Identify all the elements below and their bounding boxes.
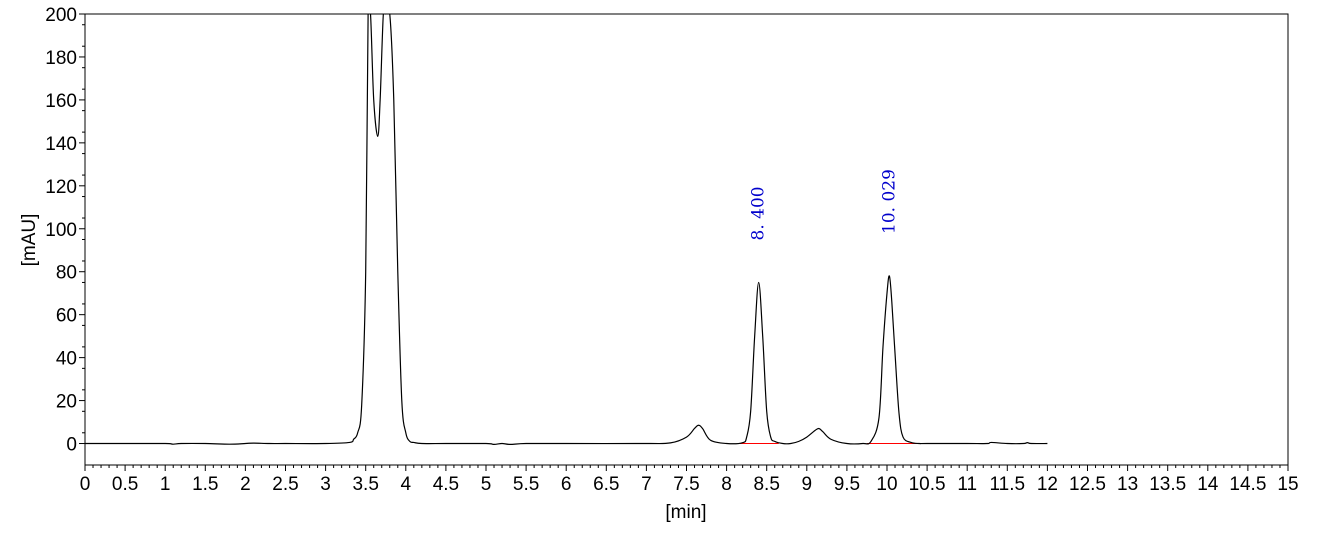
x-axis-title: [min]: [665, 502, 706, 523]
x-tick-label: 3: [320, 474, 331, 495]
y-axis-ticks: 0 20 40 60 80 100 120 140 160 180 200: [45, 5, 85, 456]
x-tick-label: 6.5: [593, 474, 619, 495]
x-tick-label: 5: [481, 474, 492, 495]
x-tick-label: 9: [802, 474, 813, 495]
x-tick-label: 10.5: [909, 474, 946, 495]
x-tick-label: 10: [876, 474, 897, 495]
y-tick-label: 180: [45, 48, 77, 69]
x-tick-label: 11: [957, 474, 977, 495]
y-tick-label: 60: [56, 306, 77, 327]
chromatogram-trace: [85, 14, 1048, 445]
x-tick-label: 8: [721, 474, 732, 495]
y-tick-label: 20: [56, 392, 77, 413]
y-tick-label: 100: [45, 220, 77, 241]
x-tick-label: 14: [1197, 474, 1219, 495]
x-tick-label: 12: [1037, 474, 1058, 495]
y-tick-label: 80: [56, 263, 77, 284]
x-tick-label: 5.5: [513, 474, 539, 495]
x-tick-label: 15: [1277, 474, 1298, 495]
y-axis-title: [mAU]: [19, 214, 40, 267]
minor-ticks: [82, 24, 1281, 468]
y-tick-label: 140: [45, 134, 77, 155]
x-tick-label: 1: [160, 474, 171, 495]
x-tick-label: 4.5: [433, 474, 459, 495]
x-tick-label: 7.5: [673, 474, 699, 495]
peak-label: 10. 029: [879, 169, 899, 234]
x-tick-label: 4: [401, 474, 412, 495]
x-tick-label: 12.5: [1069, 474, 1106, 495]
x-tick-label: 6: [561, 474, 572, 495]
x-tick-label: 0: [80, 474, 91, 495]
x-tick-label: 11.5: [990, 474, 1026, 495]
x-tick-label: 13: [1117, 474, 1138, 495]
y-tick-label: 0: [66, 435, 77, 456]
x-tick-label: 2: [240, 474, 251, 495]
y-tick-label: 120: [45, 177, 77, 198]
x-tick-label: 14.5: [1229, 474, 1266, 495]
plot-area: [84, 13, 1289, 466]
peak-annotations: 8. 400 10. 029: [749, 169, 900, 240]
y-tick-label: 40: [56, 349, 77, 370]
x-tick-label: 1.5: [192, 474, 218, 495]
x-tick-label: 9.5: [834, 474, 860, 495]
x-tick-label: 7: [641, 474, 652, 495]
trace-layer: [85, 14, 1048, 445]
x-tick-label: 3.5: [352, 474, 378, 495]
x-tick-label: 13.5: [1149, 474, 1186, 495]
x-tick-label: 8.5: [753, 474, 779, 495]
y-tick-label: 160: [45, 91, 77, 112]
x-tick-label: 0.5: [112, 474, 138, 495]
x-tick-label: 2.5: [272, 474, 298, 495]
x-axis-ticks: 0 0.5 1 1.5 2 2.5 3 3.5 4 4.5 5 5.5 6 6.5 7 7.5 8 8.5 9 9.5…: [80, 465, 1299, 495]
peak-label: 8. 400: [749, 186, 769, 240]
y-tick-label: 200: [45, 5, 77, 26]
